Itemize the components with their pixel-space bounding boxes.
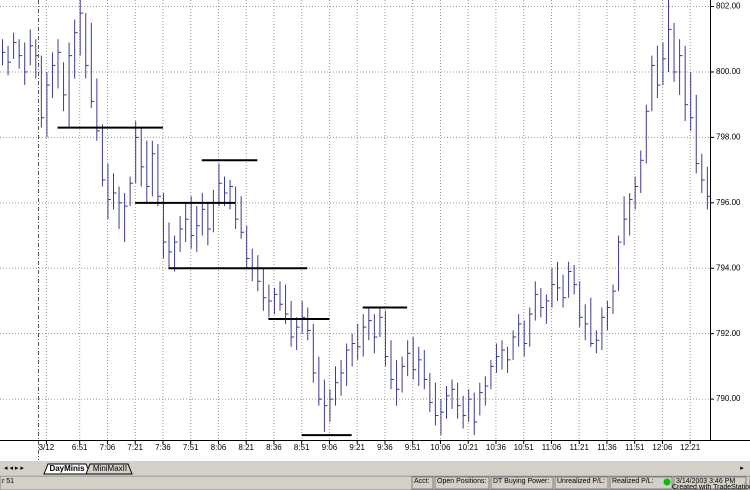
- x-tick-label: 12:06: [652, 443, 673, 452]
- y-tick-label: 794.00: [716, 263, 741, 272]
- tab-label[interactable]: MiniMaxII: [93, 464, 127, 473]
- y-tick-label: 800.00: [716, 67, 741, 76]
- tab[interactable]: [85, 463, 133, 475]
- credit: Created with TradeStation: [672, 484, 750, 490]
- x-tick-label: 9:06: [322, 443, 338, 452]
- scroll-arrows[interactable]: ◂ ◂ ▸ ▸: [4, 465, 24, 472]
- x-tick-label: 8:36: [266, 443, 282, 452]
- status-text: Acct:: [414, 478, 430, 485]
- scroll-arrow[interactable]: ▸: [740, 465, 744, 472]
- status-text: 3/14/2003 3:46 PM: [676, 478, 735, 485]
- x-tick-label: 8:21: [238, 443, 254, 452]
- x-tick-label: 11:36: [597, 443, 617, 452]
- status-text: Unrealized P/L:: [557, 478, 605, 485]
- x-tick-label: 11:21: [569, 443, 589, 452]
- status-text: DT Buying Power:: [493, 478, 549, 485]
- y-tick-label: 802.00: [716, 2, 741, 11]
- x-tick-label: 10:21: [458, 443, 479, 452]
- status-bar: [0, 475, 750, 490]
- tab[interactable]: [43, 463, 91, 475]
- x-tick-label: 10:06: [430, 443, 451, 452]
- tab-label[interactable]: DayMinis: [49, 464, 85, 473]
- x-tick-label: 3/12: [39, 443, 55, 452]
- y-tick-label: 796.00: [716, 198, 741, 207]
- y-tick-label: 798.00: [716, 133, 741, 142]
- status-field: [411, 476, 434, 490]
- status-text: r 51: [2, 478, 14, 485]
- x-tick-label: 9:36: [377, 443, 393, 452]
- x-tick-label: 7:51: [183, 443, 199, 452]
- x-tick-label: 8:06: [211, 443, 227, 452]
- y-tick-label: 792.00: [716, 329, 741, 338]
- x-tick-label: 10:51: [514, 443, 535, 452]
- x-tick-label: 11:51: [625, 443, 645, 452]
- status-text: Open Positions:: [437, 478, 486, 485]
- status-text: Realized P/L:: [612, 478, 654, 485]
- status-field: [673, 476, 747, 490]
- tab-bar: [0, 461, 750, 475]
- status-field: [554, 476, 609, 490]
- x-tick-label: 10:36: [486, 443, 507, 452]
- x-tick-label: 7:36: [155, 443, 171, 452]
- x-tick-label: 12:21: [680, 443, 701, 452]
- x-tick-label: 7:21: [127, 443, 143, 452]
- status-field: [609, 476, 673, 490]
- status-field: [434, 476, 490, 490]
- x-tick-label: 7:06: [100, 443, 116, 452]
- x-tick-label: 8:51: [294, 443, 310, 452]
- status-light: [663, 478, 671, 486]
- x-tick-label: 11:06: [542, 443, 562, 452]
- status-field: [490, 476, 554, 490]
- x-tick-label: 9:21: [349, 443, 365, 452]
- x-tick-label: 9:51: [405, 443, 421, 452]
- y-tick-label: 790.00: [716, 394, 741, 403]
- x-tick-label: 6:51: [72, 443, 88, 452]
